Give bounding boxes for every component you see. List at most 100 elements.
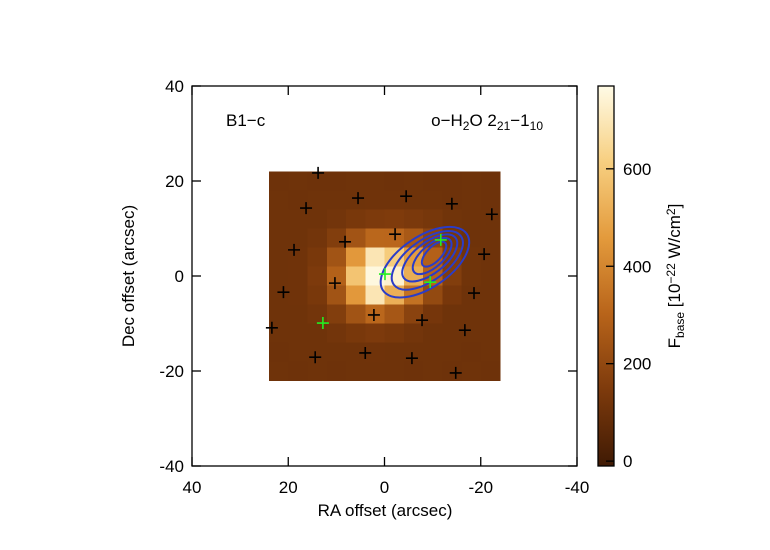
text-part: ] [665,204,684,209]
map-pixel [365,190,385,210]
colorbar [598,86,614,466]
map-pixel [423,361,443,381]
map-pixel [442,209,462,229]
map-pixel [346,247,366,267]
text-part: 2 [664,208,678,215]
colorbar-tick-label: 400 [623,257,651,276]
map-pixel [346,323,366,343]
map-pixel [269,285,289,305]
text-part: [10 [665,284,684,312]
marker [277,286,290,299]
annotation: B1−c [226,111,266,130]
marker [478,248,491,261]
marker [378,268,391,281]
map-pixel [269,228,289,248]
map-pixel [480,285,501,305]
map-pixel [269,361,289,381]
map-pixel [365,361,385,381]
map-pixel [461,209,482,229]
marker [445,197,458,210]
map-pixel [480,171,501,191]
map-pixel [346,171,366,191]
map-pixel [365,285,385,305]
map-pixel [403,190,424,210]
map-pixel [480,247,501,267]
map-pixel [365,209,385,229]
map-pixel [403,323,424,343]
map-pixel [480,209,501,229]
map-pixel [346,342,366,362]
map-pixel [326,171,347,191]
map-pixel [384,342,405,362]
map-pixel [269,342,289,362]
map-pixel [269,304,289,324]
marker [367,308,380,321]
marker [389,228,402,241]
map-pixel [442,323,462,343]
marker [288,243,301,256]
marker [485,208,498,221]
contour [390,230,464,291]
text-part: o−H [431,111,463,130]
map-pixel [269,190,289,210]
marker [359,346,372,359]
map-pixel [288,285,308,305]
map-pixel [307,228,328,248]
map-pixel [307,171,328,191]
map-pixel [307,285,328,305]
y-axis-label: Dec offset (arcsec) [119,205,138,347]
map-pixel [365,342,385,362]
map-pixel [307,190,328,210]
map-pixel [461,342,482,362]
map-pixel [288,209,308,229]
map-pixel [307,323,328,343]
map-pixel [423,247,443,267]
map-pixel [461,171,482,191]
map-pixel [403,304,424,324]
contour [411,236,453,276]
text-part: 21 [497,119,511,133]
map-pixel [480,361,501,381]
marker [312,166,325,179]
map-pixel [403,171,424,191]
text-part: 2 [463,119,470,133]
map-pixel [461,285,482,305]
contour [401,233,459,283]
map-pixel [326,361,347,381]
map-pixel [442,361,462,381]
y-tick-label: 40 [165,77,184,96]
map-pixel [403,247,424,267]
colorbar-label: Fbase [10−22 W/cm2] [664,204,686,349]
map-pixel [288,342,308,362]
map-pixel [461,266,482,286]
map-pixel [307,266,328,286]
contour [379,225,471,299]
map-pixel [384,209,405,229]
map-pixel [403,361,424,381]
map-pixel [346,209,366,229]
colorbar-tick-label: 200 [623,355,651,374]
marker [339,235,352,248]
map-pixel [326,285,347,305]
text-part: W/cm [665,215,684,263]
map-pixel [288,323,308,343]
map-pixel [461,190,482,210]
map-pixel [423,209,443,229]
marker [265,321,278,334]
map-pixel [307,247,328,267]
map-pixel [442,304,462,324]
map-pixel [365,247,385,267]
map-pixel [423,190,443,210]
map-pixel [346,228,366,248]
map-pixel [384,190,405,210]
map-pixel [365,323,385,343]
text-part: −22 [664,263,678,284]
map-pixel [269,266,289,286]
text-part: 10 [530,119,544,133]
x-tick-label: 20 [279,478,298,497]
map-pixel [384,285,405,305]
map-pixel [384,266,405,286]
map-pixel [346,266,366,286]
marker [328,277,341,290]
